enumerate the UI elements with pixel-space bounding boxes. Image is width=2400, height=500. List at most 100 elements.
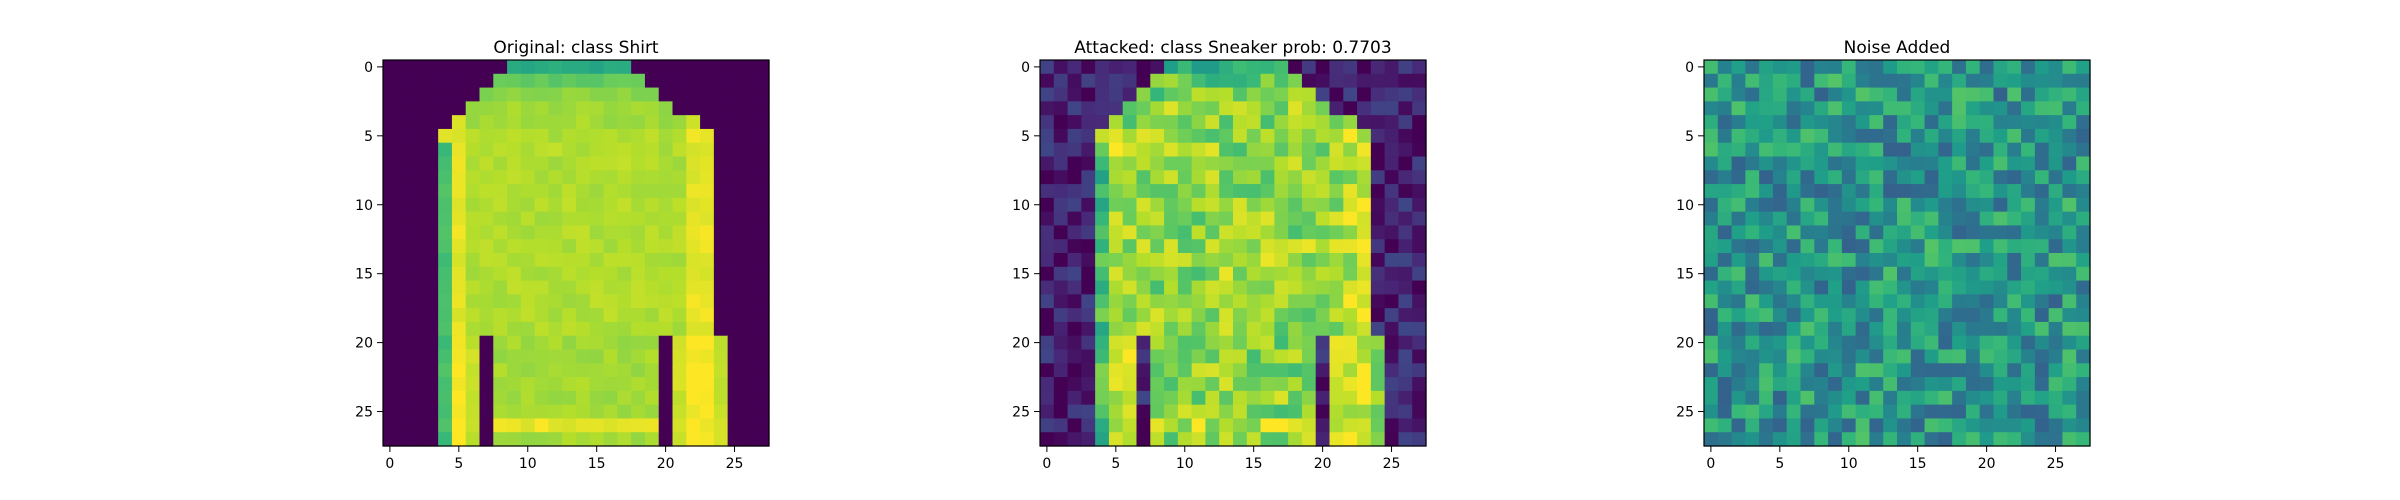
pixel-cell — [1219, 321, 1234, 337]
x-ticks-original: 0 5 10 15 20 25 — [385, 446, 743, 472]
pixel-cell — [1384, 225, 1400, 240]
pixel-cell — [1177, 266, 1193, 282]
pixel-cell — [451, 211, 467, 227]
pixel-cell — [1288, 349, 1303, 364]
pixel-cell — [1288, 404, 1303, 420]
pixel-cell — [644, 197, 660, 213]
pixel-cell — [1800, 197, 1815, 213]
pixel-cell — [1965, 156, 1981, 171]
pixel-cell — [1246, 266, 1262, 282]
pixel-cell — [1759, 308, 1774, 323]
pixel-cell — [465, 60, 481, 75]
pixel-cell — [603, 253, 618, 268]
pixel-cell — [713, 404, 729, 420]
pixel-cell — [1814, 170, 1829, 185]
pixel-cell — [493, 253, 508, 268]
pixel-cell — [1786, 280, 1802, 295]
pixel-cell — [451, 390, 467, 406]
pixel-cell — [1897, 349, 1912, 364]
pixel-cell — [562, 239, 577, 254]
pixel-cell — [2048, 225, 2064, 240]
pixel-cell — [396, 321, 412, 337]
pixel-cell — [1246, 253, 1262, 268]
pixel-cell — [1800, 73, 1815, 89]
pixel-cell — [631, 170, 646, 185]
pixel-cell — [1412, 418, 1427, 433]
pixel-cell — [1772, 184, 1788, 199]
pixel-cell — [617, 101, 632, 116]
pixel-cell — [1384, 418, 1400, 433]
pixel-cell — [672, 349, 687, 364]
pixel-cell — [1095, 115, 1110, 130]
pixel-cell — [1274, 432, 1289, 447]
pixel-cell — [548, 418, 563, 433]
pixel-cell — [1731, 115, 1746, 130]
pixel-cell — [1370, 266, 1386, 282]
pixel-cell — [479, 184, 494, 199]
pixel-cell — [1329, 60, 1344, 75]
pixel-cell — [1717, 184, 1733, 199]
pixel-cell — [1745, 349, 1760, 364]
pixel-cell — [2076, 184, 2091, 199]
pixel-cell — [1993, 142, 2008, 158]
pixel-cell — [727, 335, 743, 351]
pixel-cell — [1081, 377, 1096, 392]
pixel-cell — [520, 335, 536, 351]
pixel-cell — [713, 225, 729, 240]
pixel-cell — [1759, 142, 1774, 158]
pixel-cell — [479, 239, 494, 254]
pixel-cell — [1910, 184, 1926, 199]
pixel-cell — [396, 156, 412, 171]
pixel-cell — [576, 101, 591, 116]
pixel-cell — [1150, 184, 1165, 199]
pixel-cell — [727, 349, 743, 364]
pixel-cell — [2034, 170, 2050, 185]
pixel-cell — [1150, 335, 1165, 351]
pixel-cell — [465, 418, 481, 433]
pixel-cell — [1869, 211, 1884, 227]
pixel-cell — [1081, 239, 1096, 254]
pixel-cell — [1910, 432, 1926, 447]
pixel-cell — [1053, 363, 1069, 378]
pixel-cell — [1398, 418, 1413, 433]
pixel-cell — [520, 321, 536, 337]
pixel-cell — [1814, 390, 1829, 406]
pixel-cell — [1343, 156, 1358, 171]
pixel-cell — [1274, 115, 1289, 130]
pixel-cell — [1704, 418, 1719, 433]
pixel-cell — [1745, 363, 1760, 378]
pixel-cell — [1384, 280, 1400, 295]
pixel-cell — [1136, 197, 1151, 213]
pixel-cell — [1164, 73, 1179, 89]
pixel-cell — [1731, 101, 1746, 116]
pixel-cell — [2021, 294, 2036, 309]
pixel-cell — [1704, 404, 1719, 420]
pixel-cell — [1814, 294, 1829, 309]
pixel-cell — [2021, 321, 2036, 337]
pixel-cell — [1288, 128, 1303, 144]
pixel-cell — [1233, 239, 1248, 254]
pixel-cell — [1814, 321, 1829, 337]
x-tick-label-noise: 20 — [1978, 456, 1996, 472]
pixel-cell — [1800, 87, 1815, 102]
pixel-cell — [1177, 239, 1193, 254]
pixel-cell — [603, 128, 618, 144]
pixel-cell — [686, 184, 701, 199]
pixel-cell — [1219, 349, 1234, 364]
pixel-cell — [548, 349, 563, 364]
pixel-cell — [1370, 377, 1386, 392]
pixel-cell — [562, 156, 577, 171]
pixel-cell — [1136, 239, 1151, 254]
pixel-cell — [755, 363, 770, 378]
pixel-cell — [658, 335, 674, 351]
pixel-cell — [1786, 73, 1802, 89]
pixel-cell — [1745, 280, 1760, 295]
pixel-cell — [1260, 432, 1275, 447]
pixel-cell — [741, 128, 756, 144]
pixel-cell — [1704, 184, 1719, 199]
pixel-cell — [2076, 280, 2091, 295]
pixel-cell — [1301, 377, 1317, 392]
pixel-cell — [658, 184, 674, 199]
pixel-cell — [438, 390, 453, 406]
